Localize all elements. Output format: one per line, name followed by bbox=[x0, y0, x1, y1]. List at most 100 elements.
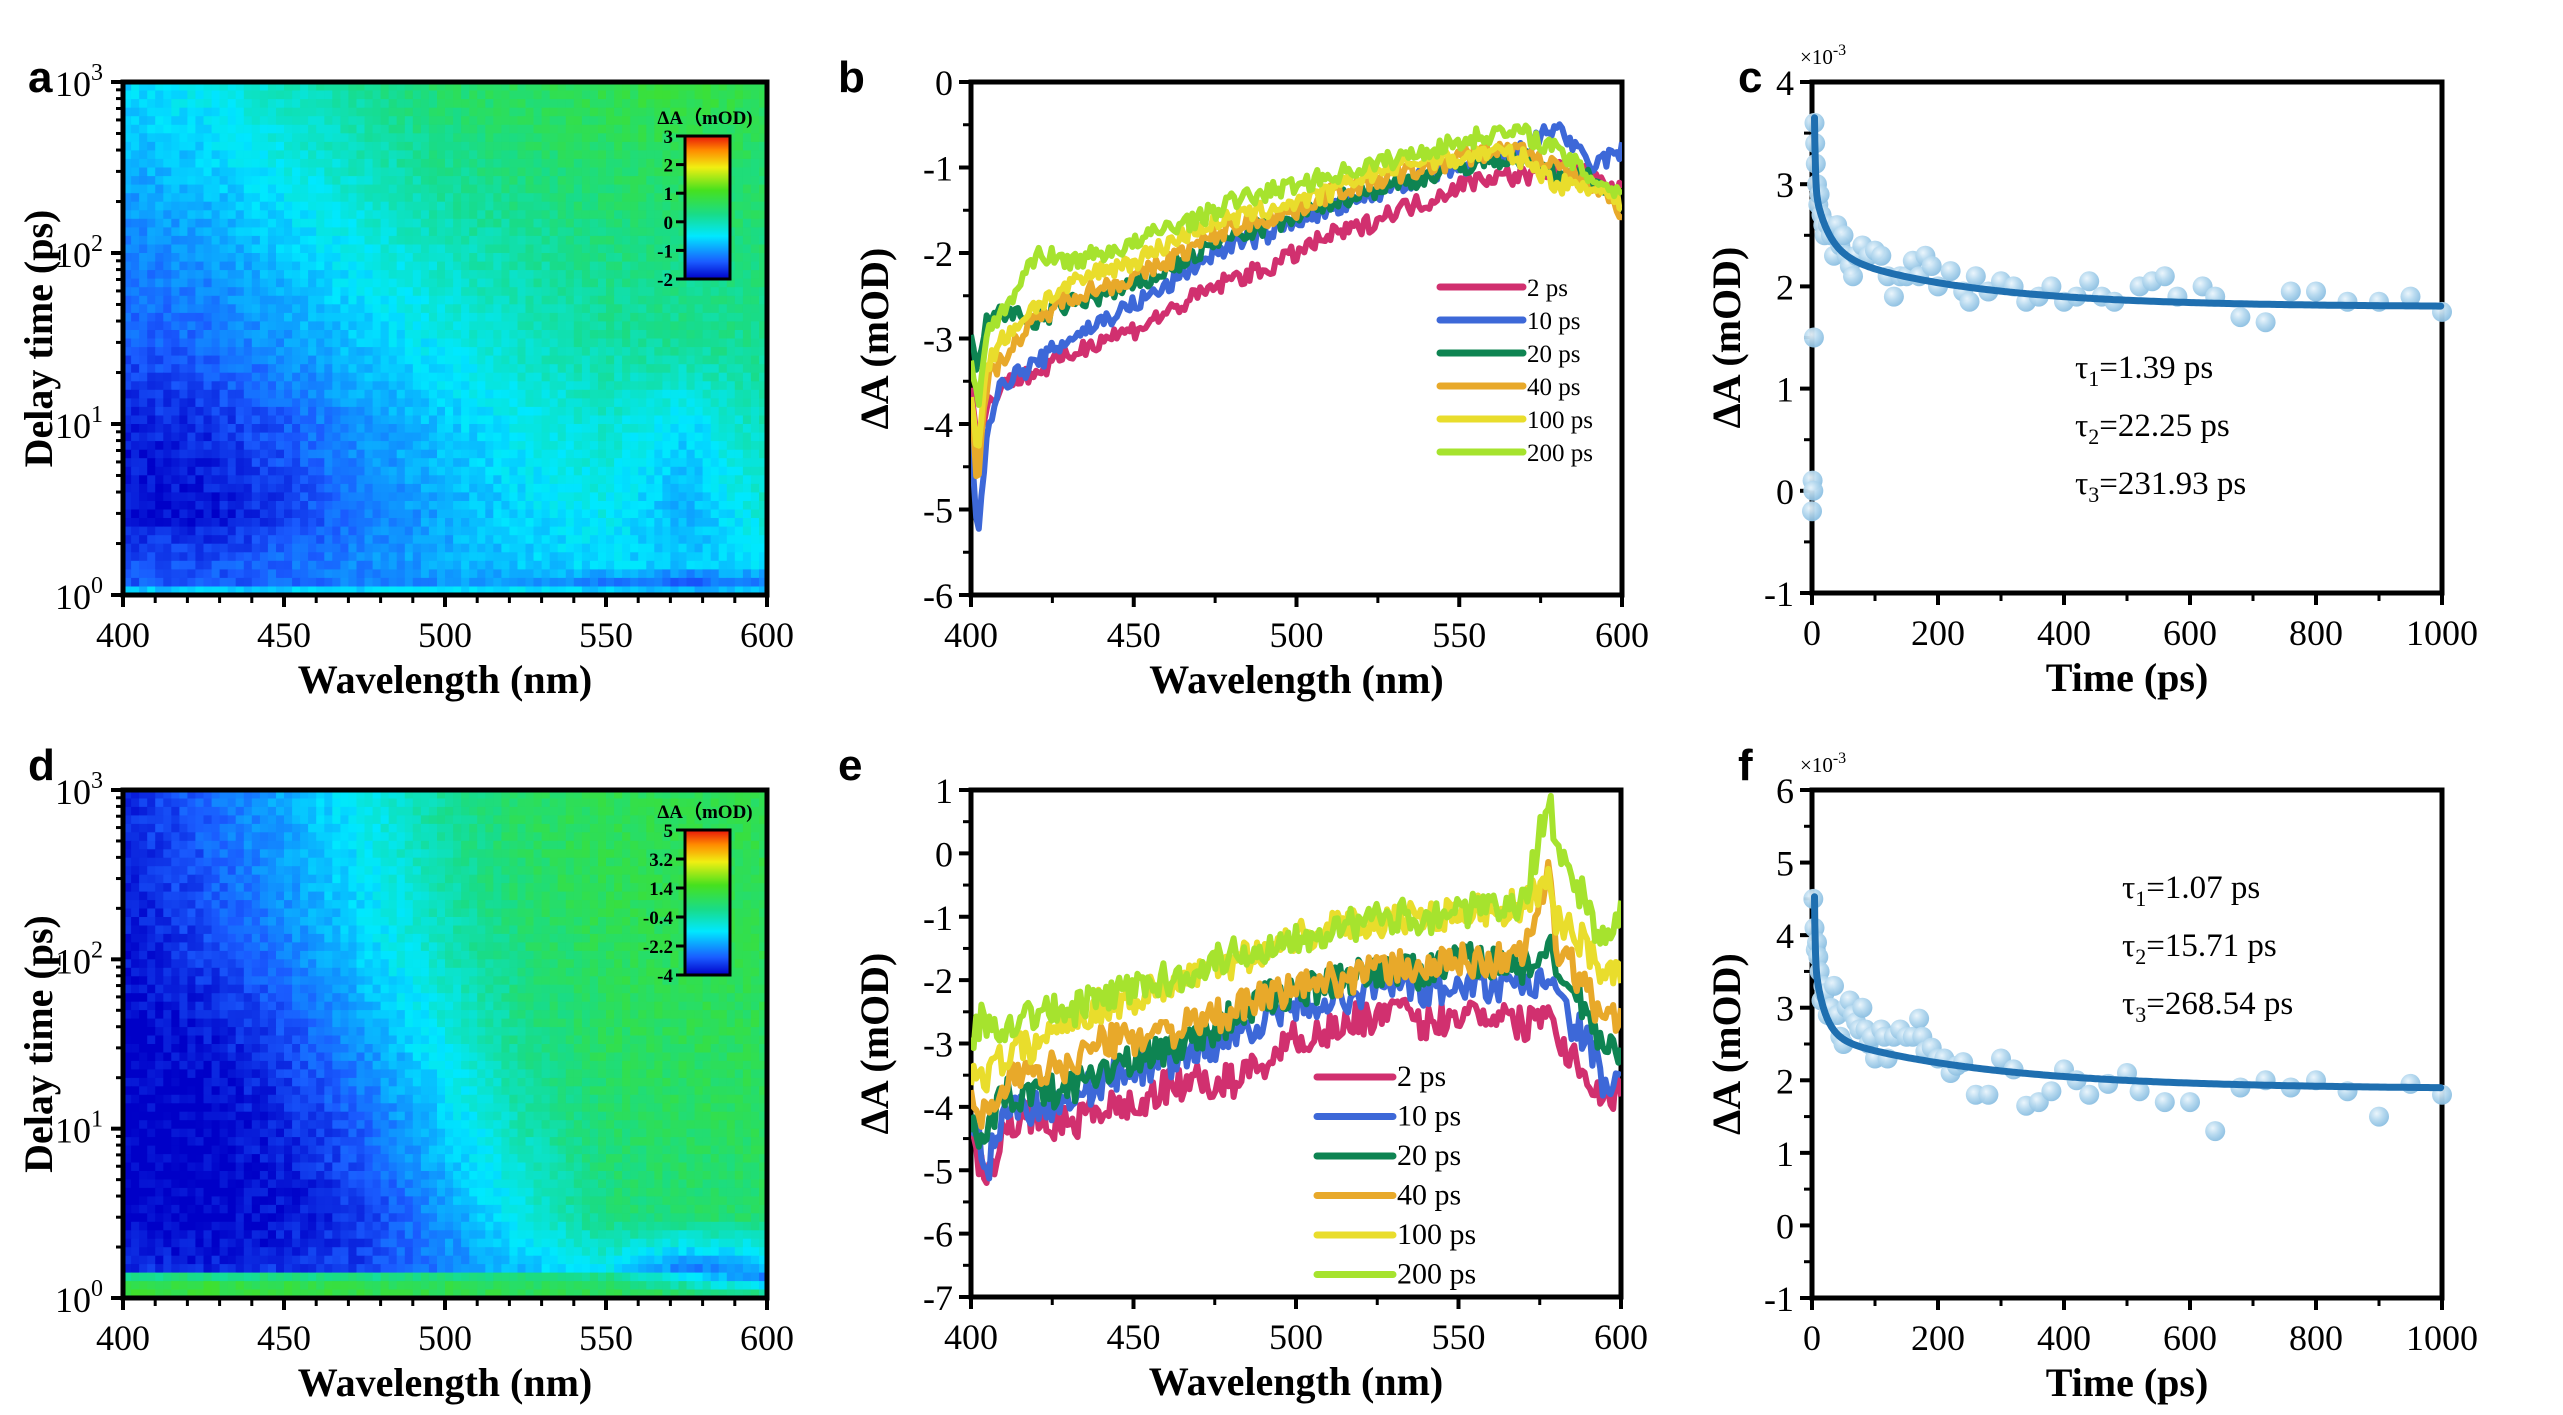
heatmap-cell bbox=[332, 287, 341, 297]
heatmap-cell bbox=[573, 432, 583, 442]
heatmap-cell bbox=[276, 158, 285, 169]
heatmap-cell bbox=[662, 415, 672, 425]
heatmap-cell bbox=[581, 295, 591, 305]
heatmap-cell bbox=[340, 355, 350, 365]
heatmap-cell bbox=[565, 99, 575, 109]
heatmap-cell bbox=[179, 287, 189, 297]
heatmap-cell bbox=[259, 116, 269, 126]
heatmap-cell bbox=[541, 295, 551, 305]
heatmap-cell bbox=[646, 518, 655, 528]
heatmap-cell bbox=[630, 321, 639, 331]
heatmap-cell bbox=[589, 526, 599, 536]
heatmap-cell bbox=[702, 424, 712, 434]
heatmap-cell bbox=[380, 133, 390, 143]
heatmap-cell bbox=[614, 184, 623, 194]
heatmap-cell bbox=[388, 167, 398, 177]
heatmap-cell bbox=[453, 321, 462, 331]
heatmap-cell bbox=[606, 424, 615, 434]
heatmap-cell bbox=[541, 278, 551, 288]
heatmap-cell bbox=[211, 586, 221, 596]
heatmap-cell bbox=[308, 227, 317, 237]
heatmap-cell bbox=[614, 381, 623, 391]
heatmap-cell bbox=[726, 116, 736, 126]
heatmap-cell bbox=[638, 398, 647, 408]
heatmap-cell bbox=[614, 355, 623, 365]
heatmap-cell bbox=[308, 124, 317, 134]
heatmap-cell bbox=[606, 176, 615, 186]
heatmap-cell bbox=[195, 466, 205, 476]
heatmap-cell bbox=[251, 287, 261, 297]
heatmap-cell bbox=[316, 227, 325, 237]
heatmap-cell bbox=[750, 99, 760, 109]
heatmap-cell bbox=[396, 253, 406, 263]
heatmap-cell bbox=[372, 492, 382, 502]
heatmap-cell bbox=[179, 295, 189, 305]
heatmap-cell bbox=[412, 167, 422, 177]
heatmap-cell bbox=[219, 184, 229, 194]
heatmap-cell bbox=[428, 535, 438, 545]
heatmap-cell bbox=[670, 389, 680, 399]
heatmap-cell bbox=[380, 586, 390, 596]
heatmap-cell bbox=[694, 441, 704, 451]
heatmap-cell bbox=[227, 150, 237, 160]
heatmap-cell bbox=[517, 261, 527, 271]
heatmap-cell bbox=[493, 415, 502, 425]
heatmap-cell bbox=[235, 304, 245, 314]
heatmap-cell bbox=[316, 577, 325, 588]
heatmap-cell bbox=[380, 432, 390, 442]
heatmap-cell bbox=[211, 295, 221, 305]
heatmap-cell bbox=[646, 304, 655, 314]
heatmap-cell bbox=[702, 552, 712, 562]
heatmap-cell bbox=[139, 210, 148, 220]
heatmap-cell bbox=[589, 364, 599, 374]
heatmap-cell bbox=[589, 99, 599, 109]
heatmap-cell bbox=[123, 235, 132, 246]
heatmap-cell bbox=[420, 141, 430, 152]
heatmap-cell bbox=[195, 201, 205, 211]
heatmap-cell bbox=[364, 184, 374, 194]
heatmap-cell bbox=[179, 347, 189, 357]
heatmap-cell bbox=[404, 389, 414, 399]
heatmap-cell bbox=[662, 107, 672, 117]
heatmap-cell bbox=[549, 167, 559, 177]
heatmap-cell bbox=[187, 398, 197, 408]
heatmap-cell bbox=[589, 518, 599, 528]
heatmap-cell bbox=[614, 424, 623, 434]
heatmap-cell bbox=[404, 475, 414, 485]
heatmap-cell bbox=[501, 278, 511, 288]
heatmap-cell bbox=[638, 501, 647, 511]
heatmap-cell bbox=[308, 441, 317, 451]
heatmap-cell bbox=[211, 253, 221, 263]
heatmap-cell bbox=[195, 347, 205, 357]
heatmap-cell bbox=[606, 483, 615, 494]
heatmap-cell bbox=[259, 210, 269, 220]
heatmap-cell bbox=[219, 235, 229, 246]
heatmap-cell bbox=[316, 338, 325, 348]
heatmap-cell bbox=[493, 569, 502, 579]
heatmap-cell bbox=[155, 158, 164, 169]
heatmap-cell bbox=[332, 116, 341, 126]
heatmap-cell bbox=[324, 82, 333, 92]
heatmap-cell bbox=[509, 278, 519, 288]
heatmap-cell bbox=[718, 364, 728, 374]
heatmap-cell bbox=[131, 304, 140, 314]
heatmap-cell bbox=[557, 569, 567, 579]
heatmap-cell bbox=[316, 372, 325, 382]
heatmap-cell bbox=[726, 509, 736, 519]
heatmap-cell bbox=[412, 278, 422, 288]
heatmap-cell bbox=[670, 253, 680, 263]
heatmap-cell bbox=[155, 449, 164, 459]
heatmap-cell bbox=[759, 501, 768, 511]
heatmap-cell bbox=[598, 577, 607, 588]
heatmap-cell bbox=[638, 167, 647, 177]
heatmap-cell bbox=[678, 141, 688, 152]
heatmap-cell bbox=[348, 201, 358, 211]
heatmap-cell bbox=[477, 270, 486, 280]
heatmap-cell bbox=[517, 535, 527, 545]
heatmap-cell bbox=[155, 295, 164, 305]
heatmap-cell bbox=[364, 270, 374, 280]
heatmap-cell bbox=[292, 372, 301, 382]
heatmap-cell bbox=[509, 270, 519, 280]
heatmap-cell bbox=[332, 82, 341, 92]
heatmap-cell bbox=[412, 347, 422, 357]
